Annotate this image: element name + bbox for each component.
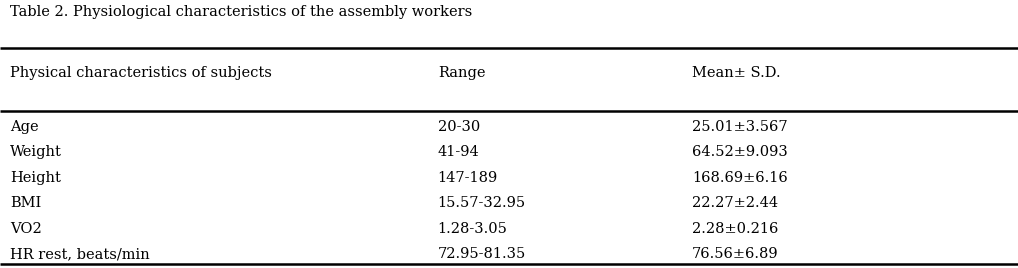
Text: VO2: VO2 (10, 222, 42, 236)
Text: Physical characteristics of subjects: Physical characteristics of subjects (10, 66, 272, 80)
Text: 25.01±3.567: 25.01±3.567 (692, 120, 788, 134)
Text: 64.52±9.093: 64.52±9.093 (692, 146, 788, 159)
Text: 2.28±0.216: 2.28±0.216 (692, 222, 779, 236)
Text: HR rest, beats/min: HR rest, beats/min (10, 247, 150, 261)
Text: 76.56±6.89: 76.56±6.89 (692, 247, 779, 261)
Text: Height: Height (10, 171, 61, 185)
Text: 15.57-32.95: 15.57-32.95 (438, 196, 526, 210)
Text: 41-94: 41-94 (438, 146, 479, 159)
Text: Table 2. Physiological characteristics of the assembly workers: Table 2. Physiological characteristics o… (10, 5, 472, 19)
Text: Weight: Weight (10, 146, 62, 159)
Text: 168.69±6.16: 168.69±6.16 (692, 171, 788, 185)
Text: 147-189: 147-189 (438, 171, 498, 185)
Text: 22.27±2.44: 22.27±2.44 (692, 196, 779, 210)
Text: 20-30: 20-30 (438, 120, 480, 134)
Text: 72.95-81.35: 72.95-81.35 (438, 247, 526, 261)
Text: 1.28-3.05: 1.28-3.05 (438, 222, 508, 236)
Text: Range: Range (438, 66, 486, 80)
Text: BMI: BMI (10, 196, 42, 210)
Text: Age: Age (10, 120, 39, 134)
Text: Mean± S.D.: Mean± S.D. (692, 66, 781, 80)
